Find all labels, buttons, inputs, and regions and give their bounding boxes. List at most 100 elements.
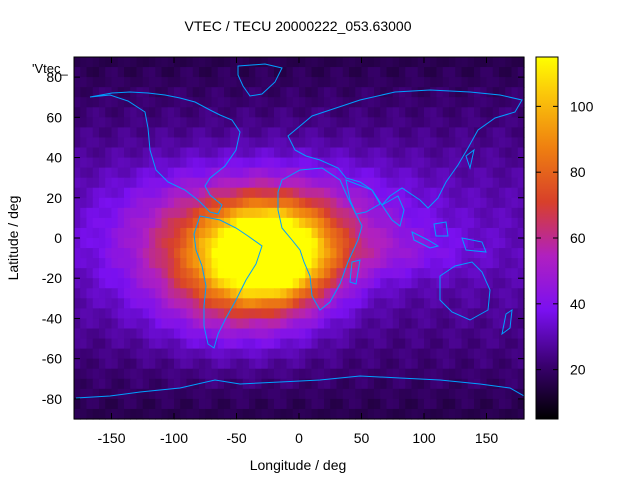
heat-cell [430, 388, 438, 400]
heat-cell [324, 107, 331, 118]
heat-cell [455, 298, 463, 309]
heat-cell [86, 328, 94, 340]
heat-cell [417, 278, 425, 289]
heat-cell [230, 217, 238, 229]
heat-cell [330, 288, 338, 299]
heat-cell [155, 278, 163, 289]
heat-cell [317, 308, 325, 320]
heat-cell [417, 328, 425, 340]
heat-cell [124, 298, 131, 309]
heat-cell [355, 167, 363, 179]
heat-cell [499, 167, 506, 179]
heat-cell [430, 348, 438, 360]
heat-cell [211, 318, 219, 330]
heat-cell [361, 127, 369, 139]
heat-cell [205, 117, 213, 128]
heat-cell [186, 288, 194, 299]
heat-cell [99, 227, 106, 239]
heat-cell [111, 97, 119, 108]
heat-cell [449, 157, 456, 169]
heat-cell [442, 398, 450, 410]
heat-cell [142, 378, 150, 390]
heat-cell [255, 137, 263, 149]
heat-cell [317, 408, 325, 420]
heat-cell [180, 97, 188, 108]
heat-cell [274, 117, 281, 128]
heat-cell [486, 318, 494, 330]
heat-cell [349, 308, 356, 320]
heat-cell [99, 127, 106, 139]
heat-cell [155, 107, 163, 118]
heat-cell [292, 368, 300, 380]
heat-cell [317, 197, 325, 209]
heat-cell [149, 77, 156, 88]
heat-cell [236, 308, 244, 320]
heat-cell [411, 197, 419, 209]
heat-cell [274, 358, 281, 370]
heat-cell [292, 288, 300, 299]
heat-cell [461, 177, 469, 189]
heat-cell [92, 77, 100, 88]
heat-cell [299, 197, 306, 209]
heat-cell [505, 238, 513, 249]
heat-cell [136, 197, 144, 209]
heat-cell [111, 117, 119, 128]
heat-cell [361, 117, 369, 128]
heat-cell [161, 398, 169, 410]
heat-cell [105, 147, 113, 159]
heat-cell [117, 107, 125, 118]
heat-cell [355, 187, 363, 199]
heat-cell [261, 398, 269, 410]
heat-cell [355, 408, 363, 420]
heat-cell [205, 87, 213, 98]
heat-cell [255, 318, 263, 330]
heat-cell [436, 227, 444, 239]
legend-entry: 'Vtec_ [32, 61, 68, 76]
heat-cell [155, 268, 163, 279]
heat-cell [436, 157, 444, 169]
heat-cell [486, 137, 494, 149]
heat-cell [274, 278, 281, 289]
heat-cell [336, 358, 344, 370]
heat-cell [149, 57, 156, 68]
y-tick-label: 20 [46, 190, 62, 206]
heat-cell [417, 217, 425, 229]
heat-cell [142, 127, 150, 139]
heat-cell [474, 207, 481, 219]
heat-cell [367, 177, 375, 189]
heat-cell [299, 358, 306, 370]
heat-cell [261, 177, 269, 189]
heat-cell [492, 77, 500, 88]
heat-cell [211, 328, 219, 340]
heat-cell [124, 187, 131, 199]
heat-cell [336, 328, 344, 340]
heat-cell [405, 278, 413, 289]
heat-cell [180, 358, 188, 370]
heat-cell [99, 408, 106, 420]
heat-cell [374, 288, 381, 299]
heat-cell [355, 248, 363, 259]
heat-cell [186, 137, 194, 149]
heat-cell [361, 328, 369, 340]
heat-cell [136, 348, 144, 360]
heat-cell [249, 87, 256, 98]
heat-cell [136, 127, 144, 139]
heat-cell [167, 378, 175, 390]
heat-cell [249, 358, 256, 370]
heat-cell [480, 167, 488, 179]
heat-cell [455, 147, 463, 159]
heat-cell [511, 248, 519, 259]
heat-cell [480, 248, 488, 259]
heat-cell [217, 248, 225, 259]
heat-cell [467, 227, 475, 239]
heat-cell [355, 318, 363, 330]
heat-cell [161, 167, 169, 179]
heat-cell [255, 157, 263, 169]
heat-cell [74, 67, 81, 78]
heat-cell [286, 288, 294, 299]
heat-cell [142, 368, 150, 380]
colorbar-tick-label: 80 [570, 164, 586, 180]
heat-cell [74, 137, 81, 149]
heat-cell [430, 248, 438, 259]
heat-cell [261, 137, 269, 149]
